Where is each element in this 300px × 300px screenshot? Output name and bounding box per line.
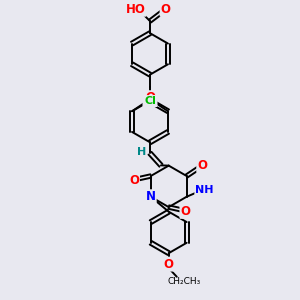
Text: HO: HO [126, 3, 146, 16]
Text: O: O [160, 3, 170, 16]
Text: O: O [197, 159, 207, 172]
Text: CH₂CH₃: CH₂CH₃ [168, 277, 201, 286]
Text: N: N [146, 190, 156, 203]
Text: O: O [129, 174, 139, 187]
Text: O: O [180, 205, 190, 218]
Text: O: O [164, 258, 174, 271]
Text: H: H [137, 147, 146, 157]
Text: O: O [145, 91, 155, 104]
Text: Cl: Cl [143, 96, 155, 106]
Text: NH: NH [195, 185, 214, 195]
Text: Cl: Cl [145, 96, 157, 106]
